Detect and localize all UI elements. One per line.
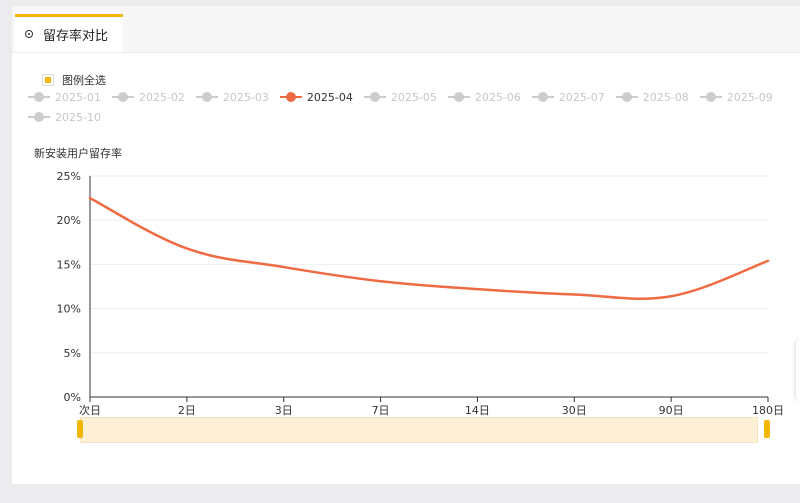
legend-marker-icon — [699, 90, 722, 104]
legend-marker-icon — [195, 90, 218, 104]
x-tick-label: 7日 — [372, 404, 390, 417]
x-tick-label: 14日 — [465, 404, 490, 417]
legend-label: 2025-06 — [474, 90, 521, 104]
legend-marker-icon — [363, 90, 386, 104]
legend-label: 2025-10 — [55, 110, 101, 124]
legend-label: 2025-02 — [138, 90, 185, 104]
legend-select-all[interactable]: 图例全选 — [42, 72, 106, 88]
x-tick-label: 180日 — [752, 404, 784, 417]
side-panel-tab[interactable] — [796, 340, 800, 400]
legend-label: 2025-04 — [306, 90, 353, 104]
chart-legend: 2025-01 2025-02 2025-03 2025-04 2025-05 2025-… — [28, 90, 788, 124]
x-tick-label: 2日 — [178, 404, 196, 417]
legend-item-2025-05[interactable]: 2025-05 — [363, 90, 437, 104]
legend-marker-icon — [531, 90, 554, 104]
chart-card: 留存率对比 — [12, 6, 800, 484]
y-tick-label: 20% — [57, 214, 81, 227]
legend-marker-icon — [447, 90, 470, 104]
legend-marker-icon — [28, 90, 50, 104]
x-tick-label: 90日 — [659, 404, 684, 417]
y-tick-label: 25% — [57, 170, 81, 183]
data-zoom-slider[interactable] — [80, 417, 758, 443]
data-zoom-left-handle[interactable] — [77, 420, 83, 438]
legend-label: 2025-07 — [558, 90, 605, 104]
series-line-2025-04 — [88, 196, 770, 300]
legend-item-2025-04[interactable]: 2025-04 — [279, 90, 353, 104]
legend-label: 2025-05 — [390, 90, 437, 104]
legend-item-2025-08[interactable]: 2025-08 — [615, 90, 689, 104]
legend-marker-icon — [279, 90, 302, 104]
x-tick-label: 30日 — [562, 404, 587, 417]
legend-item-2025-10[interactable]: 2025-10 — [28, 110, 101, 124]
legend-item-2025-02[interactable]: 2025-02 — [111, 90, 185, 104]
y-tick-label: 5% — [64, 347, 81, 360]
legend-marker-icon — [615, 90, 638, 104]
y-axis-label: 新安装用户留存率 — [34, 147, 122, 160]
y-tick-label: 0% — [64, 391, 81, 404]
target-icon — [25, 30, 33, 38]
legend-item-2025-03[interactable]: 2025-03 — [195, 90, 269, 104]
legend-marker-icon — [111, 90, 134, 104]
legend-label: 2025-03 — [222, 90, 269, 104]
data-zoom-right-handle[interactable] — [764, 420, 770, 438]
tab-retention-comparison[interactable]: 留存率对比 — [15, 14, 123, 52]
legend-label: 2025-01 — [55, 90, 101, 104]
legend-marker-icon — [28, 110, 50, 124]
legend-label: 2025-09 — [726, 90, 773, 104]
legend-item-2025-07[interactable]: 2025-07 — [531, 90, 605, 104]
legend-item-2025-06[interactable]: 2025-06 — [447, 90, 521, 104]
legend-item-2025-09[interactable]: 2025-09 — [699, 90, 773, 104]
x-tick-label: 次日 — [79, 403, 101, 417]
legend-label: 2025-08 — [642, 90, 689, 104]
y-tick-label: 10% — [57, 303, 81, 316]
y-tick-label: 15% — [57, 258, 81, 271]
tab-bar: 留存率对比 — [12, 6, 800, 53]
legend-item-2025-01[interactable]: 2025-01 — [28, 90, 101, 104]
tab-label: 留存率对比 — [43, 29, 109, 44]
select-all-label: 图例全选 — [62, 74, 106, 87]
select-all-checkbox[interactable] — [42, 74, 54, 86]
x-tick-label: 3日 — [275, 404, 293, 417]
